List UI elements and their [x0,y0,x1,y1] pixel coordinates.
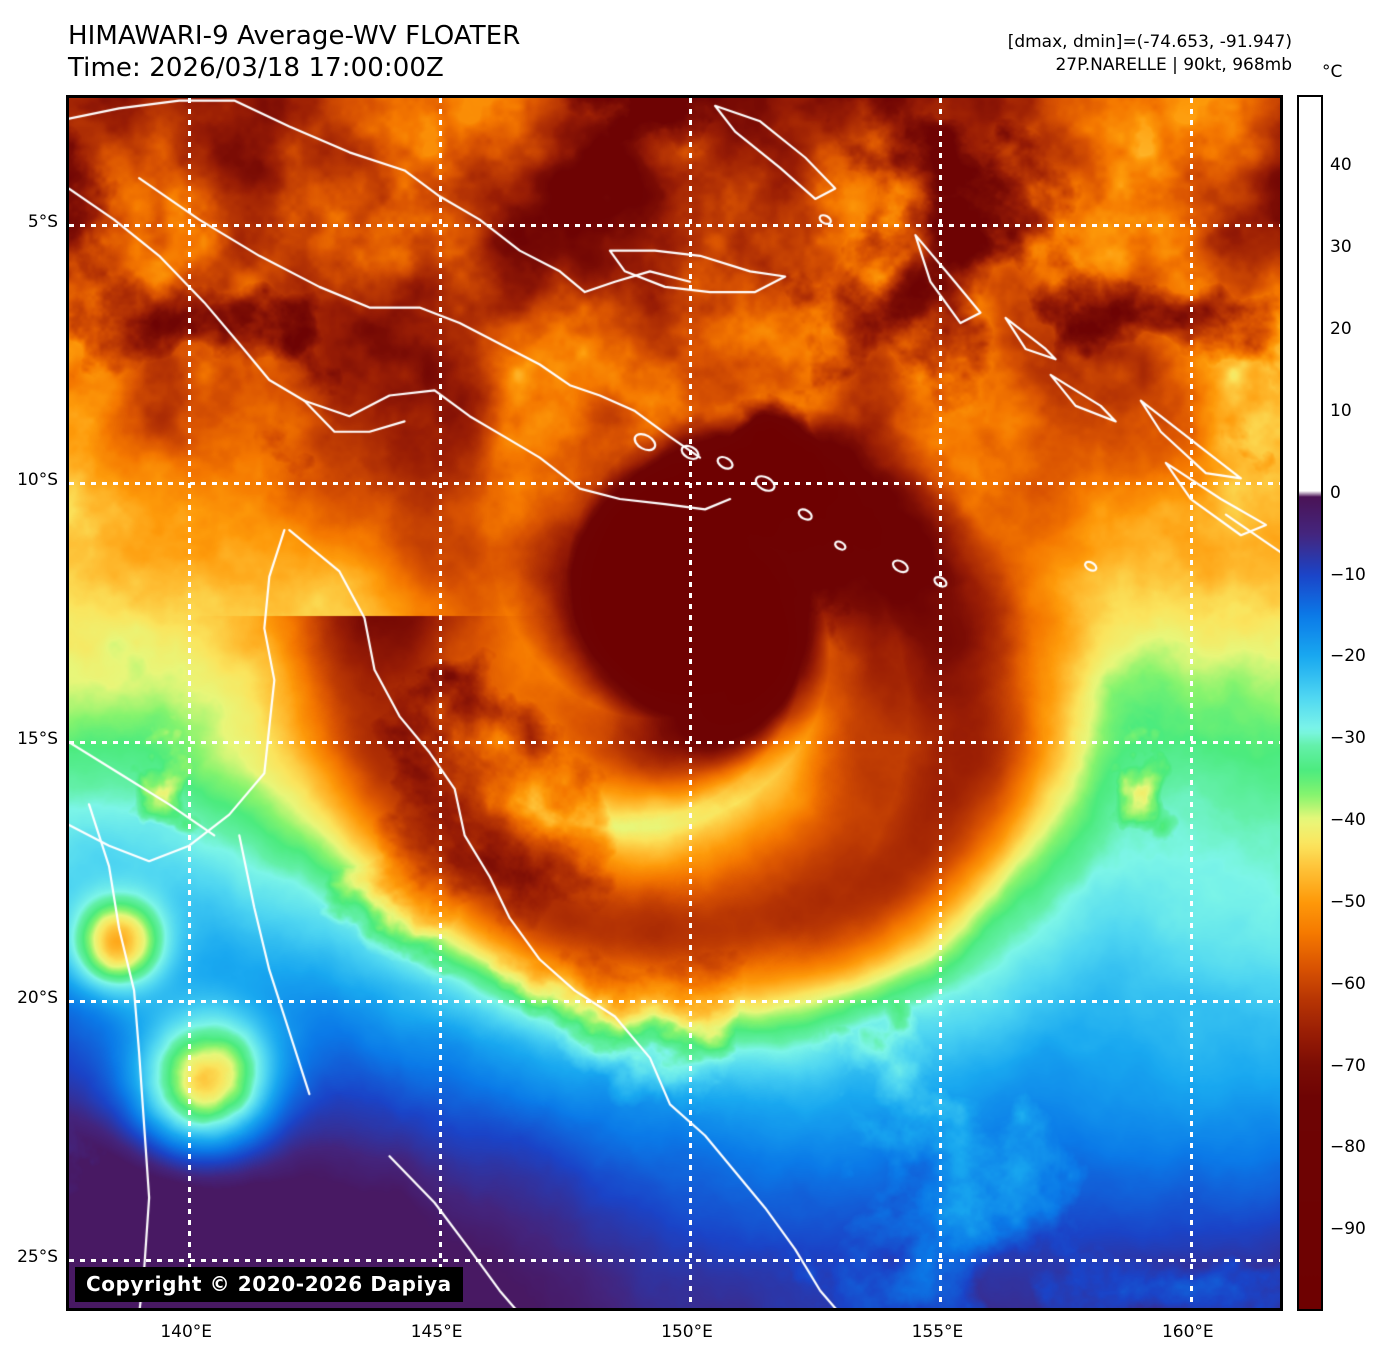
storm-info-label: 27P.NARELLE | 90kt, 968mb [1055,55,1292,75]
lon-tick-1: 145°E [410,1322,463,1342]
dmax-dmin-label: [dmax, dmin]=(-74.653, -91.947) [1007,32,1292,52]
colorbar-tick-2: 20 [1330,319,1352,340]
lat-tick-2: 15°S [17,729,58,750]
lon-tick-0: 140°E [160,1322,213,1342]
coastline-overlay [69,98,1280,1308]
timestamp-label: Time: 2026/03/18 17:00:00Z [68,53,444,83]
colorbar-tick-5: −10 [1330,564,1366,585]
colorbar-tick-6: −20 [1330,646,1366,667]
colorbar[interactable] [1297,95,1323,1311]
copyright-banner: Copyright © 2020-2026 Dapiya [75,1267,463,1302]
metadata-block: [dmax, dmin]=(-74.653, -91.947) 27P.NARE… [1008,31,1292,77]
lat-tick-1: 10°S [17,470,58,491]
colorbar-tick-13: −90 [1330,1219,1366,1240]
colorbar-tick-11: −70 [1330,1055,1366,1076]
lon-tick-2: 150°E [661,1322,713,1342]
title-block: HIMAWARI-9 Average-WV FLOATER Time: 2026… [68,20,520,84]
colorbar-tick-0: 40 [1330,155,1352,176]
lon-tick-3: 155°E [911,1322,964,1342]
colorbar-tick-9: −50 [1330,891,1366,912]
colorbar-tick-12: −80 [1330,1137,1366,1158]
lon-tick-4: 160°E [1161,1322,1214,1342]
colorbar-tick-7: −30 [1330,728,1366,749]
map-plot-area[interactable]: Copyright © 2020-2026 Dapiya [66,95,1283,1311]
colorbar-unit-label: °C [1322,62,1343,82]
colorbar-tick-8: −40 [1330,810,1366,831]
lat-tick-0: 5°S [27,211,58,232]
colorbar-tick-1: 30 [1330,237,1352,258]
lat-tick-3: 20°S [17,987,58,1008]
lat-tick-4: 25°S [17,1246,58,1267]
colorbar-tick-10: −60 [1330,973,1366,994]
colorbar-tick-3: 10 [1330,400,1352,421]
colorbar-tick-4: 0 [1330,482,1341,503]
page-title: HIMAWARI-9 Average-WV FLOATER [68,21,521,51]
colorbar-gradient [1299,97,1321,1309]
